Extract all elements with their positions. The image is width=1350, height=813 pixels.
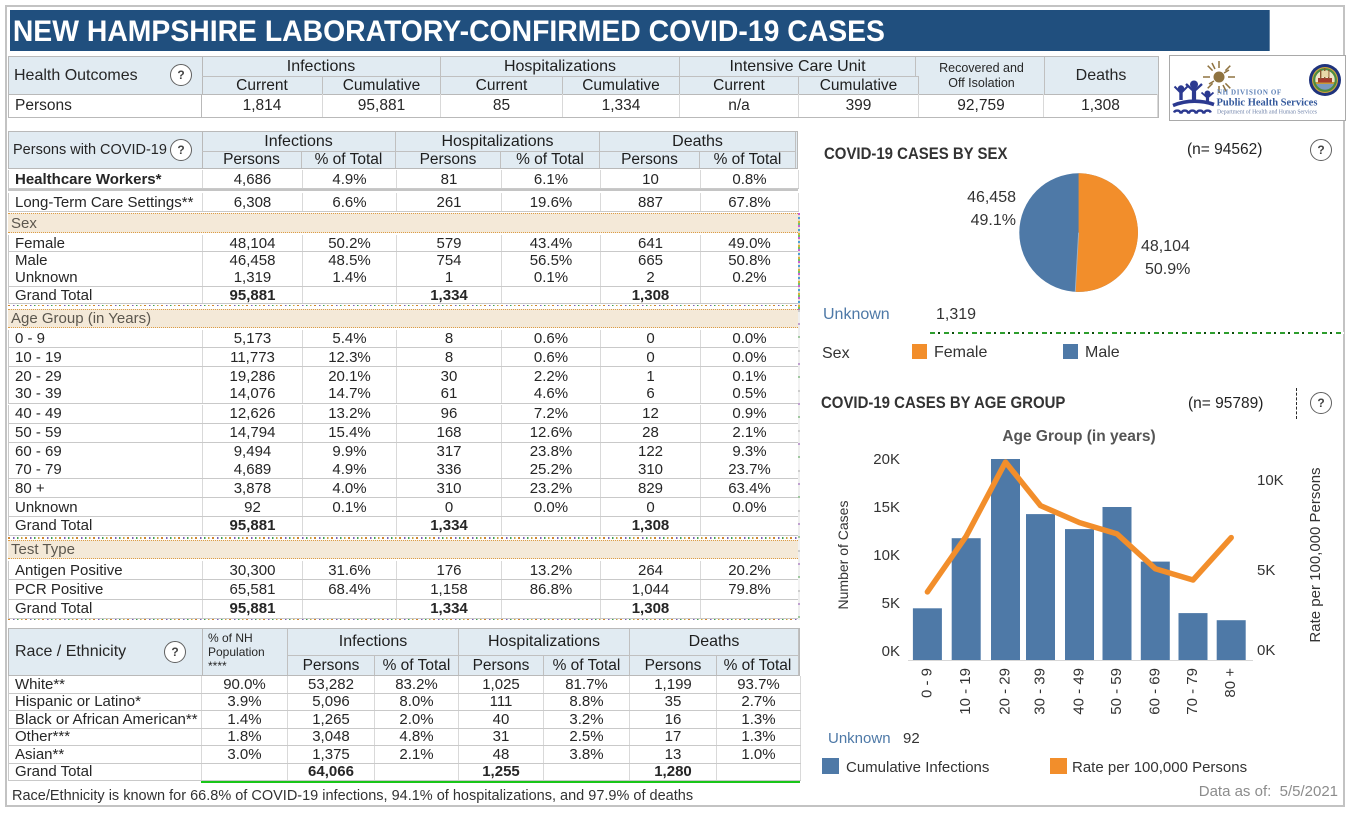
svg-text:10K: 10K <box>873 547 900 564</box>
svg-text:Age Group (in years): Age Group (in years) <box>1002 428 1155 445</box>
svg-text:0K: 0K <box>882 643 900 660</box>
svg-text:40 - 49: 40 - 49 <box>1070 668 1087 715</box>
svg-text:5K: 5K <box>882 595 900 612</box>
svg-text:Rate per 100,000 Persons: Rate per 100,000 Persons <box>1307 467 1324 642</box>
svg-text:60 - 69: 60 - 69 <box>1146 668 1163 715</box>
svg-text:50 - 59: 50 - 59 <box>1108 668 1125 715</box>
svg-text:Public Health Services: Public Health Services <box>1217 98 1318 109</box>
svg-text:Number of Cases: Number of Cases <box>835 501 851 610</box>
svg-text:15K: 15K <box>873 499 900 516</box>
svg-text:NH DIVISION OF: NH DIVISION OF <box>1217 89 1282 97</box>
svg-text:80 +: 80 + <box>1222 668 1239 698</box>
svg-text:5K: 5K <box>1257 562 1275 579</box>
svg-text:20 - 29: 20 - 29 <box>996 668 1013 715</box>
svg-text:70 - 79: 70 - 79 <box>1184 668 1201 715</box>
svg-text:30 - 39: 30 - 39 <box>1031 668 1048 715</box>
svg-text:10K: 10K <box>1257 472 1284 489</box>
svg-text:0 - 9: 0 - 9 <box>918 668 935 698</box>
svg-text:0K: 0K <box>1257 642 1275 659</box>
svg-text:10 - 19: 10 - 19 <box>957 668 974 715</box>
svg-text:20K: 20K <box>873 451 900 468</box>
svg-text:Department of Health and Human: Department of Health and Human Services <box>1217 109 1318 116</box>
